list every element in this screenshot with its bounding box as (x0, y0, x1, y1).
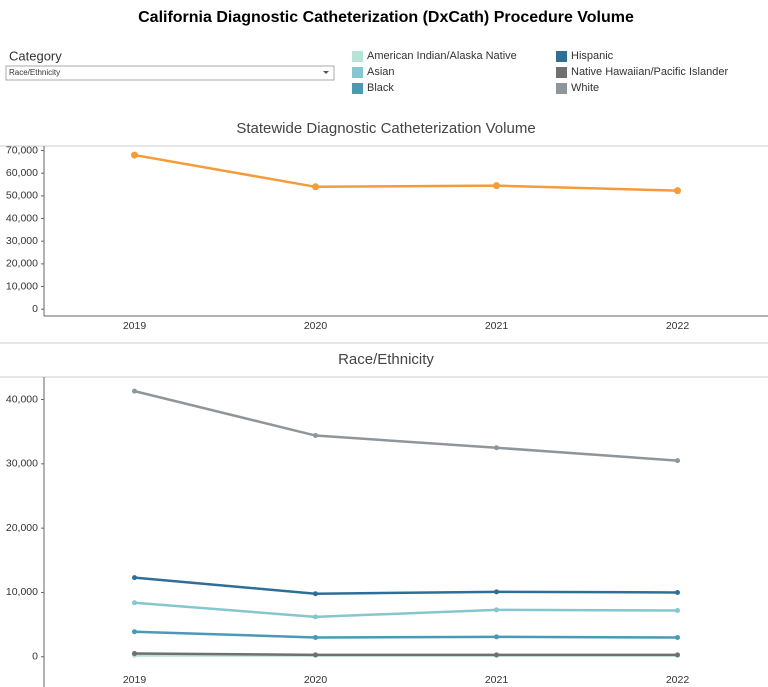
data-point (132, 600, 137, 606)
x-tick-label: 2021 (485, 674, 509, 686)
data-point (675, 652, 680, 658)
chart-title: Statewide Diagnostic Catheterization Vol… (236, 120, 535, 137)
legend-label: Black (367, 82, 394, 94)
y-tick-label: 0 (32, 651, 38, 663)
legend-swatch (556, 83, 567, 94)
data-point (493, 182, 500, 190)
dropdown-box[interactable] (5, 65, 335, 81)
legend-swatch (352, 83, 363, 94)
data-point (132, 629, 137, 635)
data-point (494, 634, 499, 640)
data-point (312, 183, 319, 191)
series-line (134, 389, 678, 462)
x-tick-label: 2022 (666, 320, 690, 332)
series-line (134, 601, 678, 619)
y-tick-label: 30,000 (6, 235, 38, 247)
y-tick-label: 10,000 (6, 586, 38, 598)
filter-label: Category (9, 48, 62, 63)
series-line (134, 576, 678, 595)
x-tick-label: 2022 (666, 674, 690, 686)
data-point (494, 589, 499, 595)
data-point (494, 652, 499, 658)
series-line (134, 652, 678, 657)
y-tick-label: 70,000 (6, 144, 38, 156)
x-tick-label: 2020 (304, 320, 328, 332)
data-point (313, 652, 318, 658)
x-tick-label: 2021 (485, 320, 509, 332)
data-point (494, 607, 499, 613)
y-tick-label: 40,000 (6, 393, 38, 405)
x-tick-label: 2019 (123, 320, 147, 332)
data-point (313, 591, 318, 597)
legend-label: Hispanic (571, 50, 614, 62)
category-dropdown[interactable]: Race/Ethnicity (5, 65, 335, 81)
data-point (313, 433, 318, 439)
data-point (675, 458, 680, 464)
data-point (494, 445, 499, 451)
legend-swatch (352, 51, 363, 62)
y-tick-label: 30,000 (6, 458, 38, 470)
data-point (132, 575, 137, 581)
data-point (132, 388, 137, 394)
legend-swatch (556, 51, 567, 62)
legend-label: Asian (367, 66, 395, 78)
data-point (674, 187, 681, 195)
chart-title: Race/Ethnicity (338, 351, 434, 368)
data-point (675, 607, 680, 613)
legend: American Indian/Alaska Native Asian Black H… (352, 50, 728, 94)
legend-label: American Indian/Alaska Native (367, 50, 517, 62)
data-point (132, 651, 137, 657)
data-point (313, 614, 318, 620)
dropdown-value[interactable]: Race/Ethnicity (9, 68, 60, 77)
y-tick-label: 50,000 (6, 190, 38, 202)
legend-label: White (571, 82, 599, 94)
data-point (675, 589, 680, 595)
series-line (134, 630, 678, 639)
legend-swatch (352, 67, 363, 78)
page-title: California Diagnostic Catheterization (D… (138, 9, 634, 26)
legend-swatch (556, 67, 567, 78)
y-tick-label: 10,000 (6, 280, 38, 292)
data-point (131, 151, 138, 159)
y-tick-label: 20,000 (6, 522, 38, 534)
data-point (313, 634, 318, 640)
dropdown-arrow[interactable] (323, 71, 329, 74)
data-point (675, 634, 680, 640)
x-tick-label: 2020 (304, 674, 328, 686)
series-line (134, 153, 678, 192)
x-tick-label: 2019 (123, 674, 147, 686)
y-tick-label: 0 (32, 303, 38, 315)
y-tick-label: 20,000 (6, 258, 38, 270)
legend-label: Native Hawaiian/Pacific Islander (571, 66, 728, 78)
y-tick-label: 60,000 (6, 167, 38, 179)
y-tick-label: 40,000 (6, 212, 38, 224)
